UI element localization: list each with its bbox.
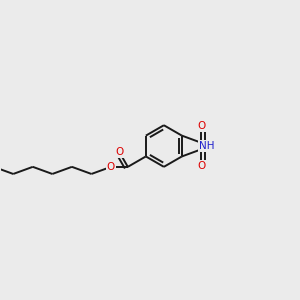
Text: O: O [197,121,206,131]
Text: NH: NH [199,141,214,151]
Text: O: O [197,161,206,171]
Text: O: O [107,162,115,172]
Text: O: O [115,147,124,157]
